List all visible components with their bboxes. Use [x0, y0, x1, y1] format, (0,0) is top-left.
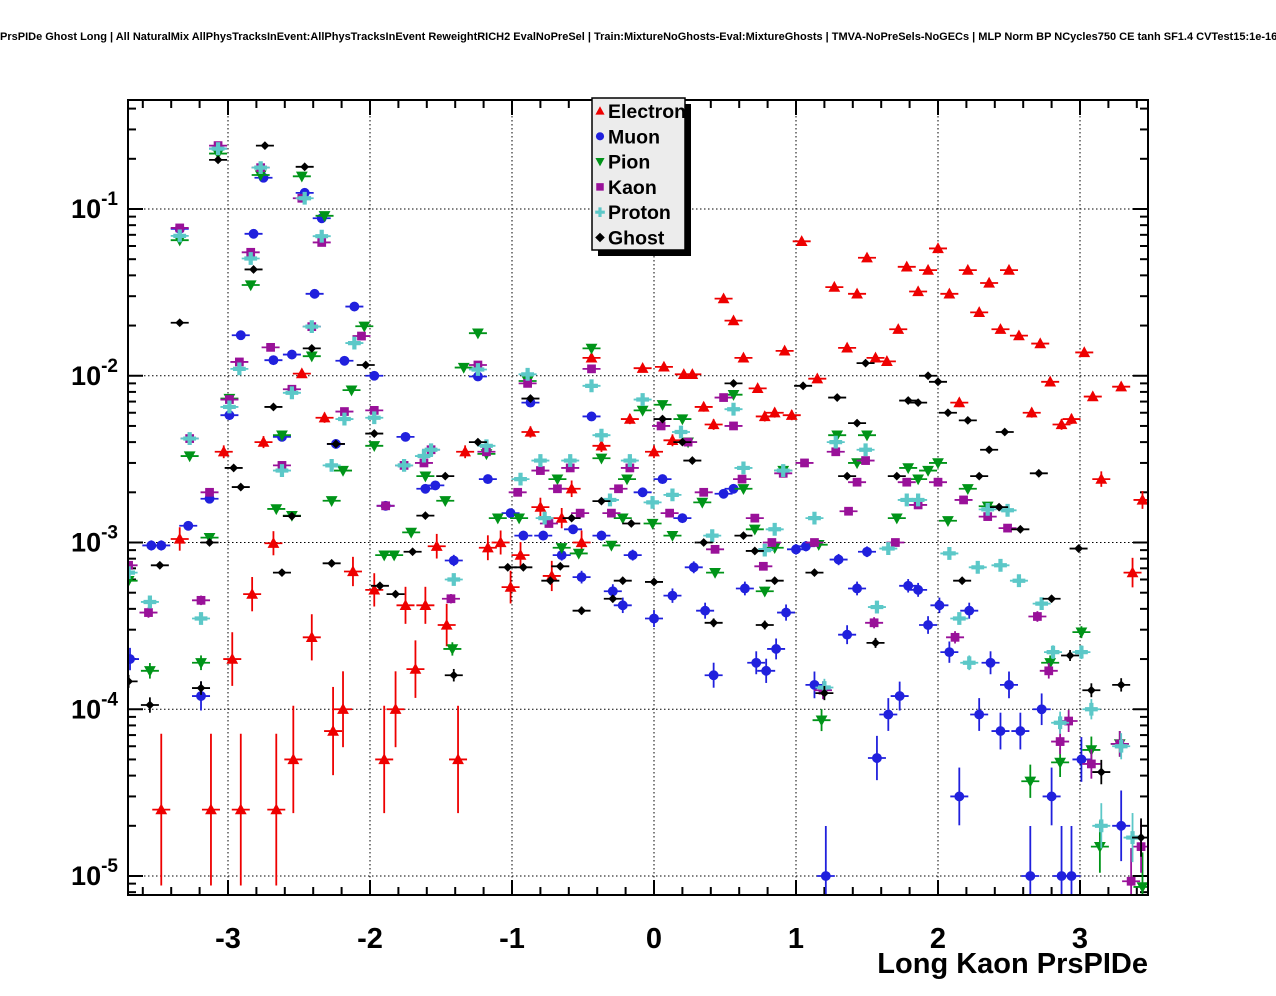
- svg-text:0: 0: [646, 923, 662, 955]
- svg-text:-2: -2: [357, 923, 383, 955]
- legend-label-ghost: Ghost: [608, 228, 665, 250]
- svg-text:-3: -3: [215, 923, 241, 955]
- x-axis-title: Long Kaon PrsPIDe: [877, 948, 1148, 980]
- svg-text:10-3: 10-3: [71, 523, 118, 558]
- legend: Electron Muon Pion Kaon Proton Ghost: [591, 97, 691, 256]
- series-electron: [152, 235, 1147, 886]
- svg-text:2: 2: [930, 923, 946, 955]
- grid: [128, 100, 1148, 895]
- svg-text:10-1: 10-1: [71, 189, 118, 224]
- svg-text:1: 1: [788, 923, 804, 955]
- svg-text:3: 3: [1072, 923, 1088, 955]
- series-proton: [129, 142, 1142, 863]
- legend-label-electron: Electron: [608, 101, 686, 123]
- y-axis-labels: 10-1 10-2 10-3 10-4 10-5: [71, 189, 118, 891]
- legend-label-pion: Pion: [608, 152, 650, 174]
- x-axis-labels: -3 -2 -1 0 1 2 3: [215, 923, 1088, 955]
- series-ghost: [129, 141, 1147, 857]
- plot-title: PrsPIDe Ghost Long | All NaturalMix AllP…: [0, 31, 1276, 43]
- svg-text:10-4: 10-4: [71, 689, 118, 724]
- svg-text:10-5: 10-5: [71, 856, 118, 891]
- legend-label-proton: Proton: [608, 202, 671, 224]
- svg-text:-1: -1: [499, 923, 525, 955]
- legend-label-muon: Muon: [608, 126, 660, 148]
- svg-text:10-2: 10-2: [71, 356, 118, 391]
- legend-label-kaon: Kaon: [608, 177, 657, 199]
